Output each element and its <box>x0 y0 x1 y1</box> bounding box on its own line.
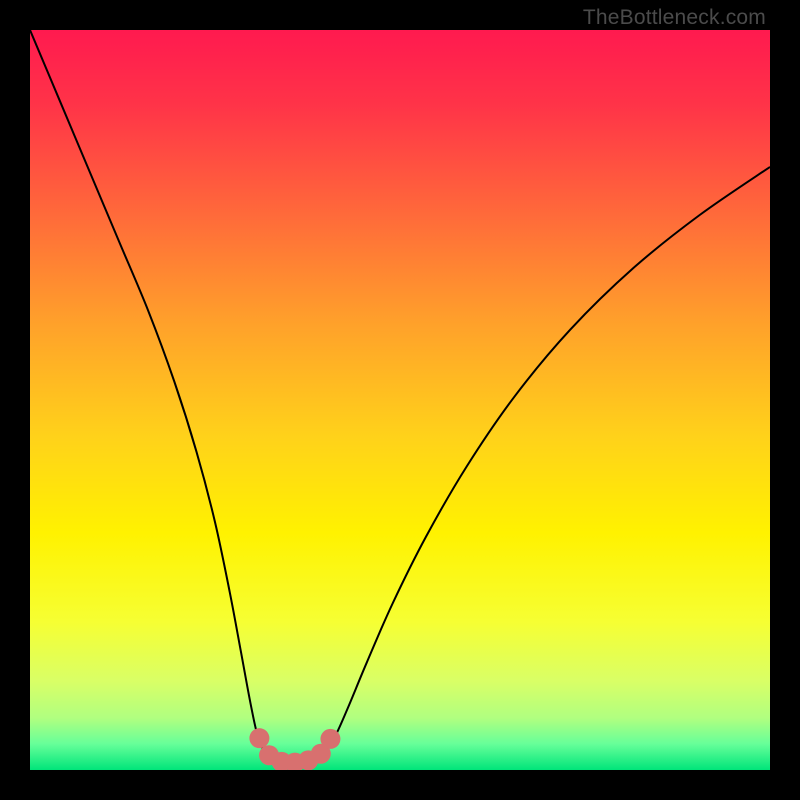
curve-layer <box>30 30 770 770</box>
chart-frame: TheBottleneck.com <box>0 0 800 800</box>
curve-marker <box>320 729 340 749</box>
bottleneck-curve <box>30 30 770 764</box>
plot-area <box>30 30 770 770</box>
marker-group <box>249 728 340 770</box>
watermark-text: TheBottleneck.com <box>583 6 766 30</box>
curve-marker <box>249 728 269 748</box>
